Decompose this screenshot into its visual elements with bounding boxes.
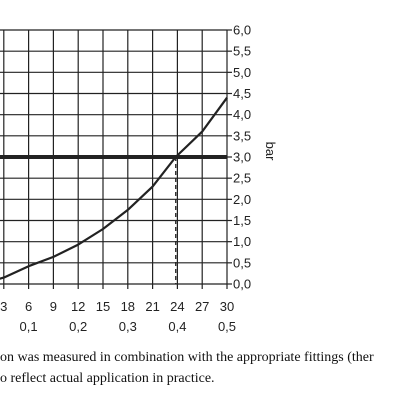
x-tick-label: 24 <box>170 299 184 314</box>
y-tick-label: 5,5 <box>233 44 251 59</box>
x-tick-label: 12 <box>71 299 85 314</box>
y-tick-label: 1,0 <box>233 234 251 249</box>
y-tick-label: 3,0 <box>233 150 251 165</box>
x-secondary-tick-label: 0,3 <box>119 319 137 334</box>
x-tick-label: 15 <box>96 299 110 314</box>
x-tick-label: 3 <box>0 299 7 314</box>
y-tick-label: 5,0 <box>233 65 251 80</box>
y-axis-label: bar <box>263 142 278 161</box>
series-line <box>0 97 228 280</box>
data-series <box>0 97 228 284</box>
y-tick-label: 1,5 <box>233 213 251 228</box>
x-tick-label: 6 <box>25 299 32 314</box>
y-tick-label: 0,5 <box>233 255 251 270</box>
y-tick-label: 2,5 <box>233 171 251 186</box>
caption-line-1: on was measured in combination with the … <box>0 350 374 365</box>
y-tick-label: 4,5 <box>233 86 251 101</box>
y-tick-label: 6,0 <box>233 23 251 38</box>
x-tick-label: 18 <box>121 299 135 314</box>
x-tick-label: 21 <box>145 299 159 314</box>
y-tick-label: 4,0 <box>233 107 251 122</box>
x-tick-label: 9 <box>50 299 57 314</box>
x-secondary-tick-label: 0,2 <box>69 319 87 334</box>
caption-line-2: o reflect actual application in practice… <box>0 371 215 386</box>
y-tick-label: 3,5 <box>233 128 251 143</box>
x-axis-secondary-ticks: 0,1 0,2 0,3 0,4 0,5 <box>20 319 236 334</box>
x-axis-primary-ticks: 3 6 9 12 15 18 21 24 27 30 <box>0 284 234 314</box>
x-secondary-tick-label: 0,4 <box>168 319 186 334</box>
x-secondary-tick-label: 0,1 <box>20 319 38 334</box>
y-tick-label: 0,0 <box>233 277 251 292</box>
y-tick-label: 2,0 <box>233 192 251 207</box>
x-tick-label: 30 <box>220 299 234 314</box>
y-axis-ticks: 0,0 0,5 1,0 1,5 2,0 2,5 3,0 3,5 4,0 4,5 5,0 5,5 6,0 <box>227 23 251 292</box>
x-secondary-tick-label: 0,5 <box>218 319 236 334</box>
x-tick-label: 27 <box>195 299 209 314</box>
